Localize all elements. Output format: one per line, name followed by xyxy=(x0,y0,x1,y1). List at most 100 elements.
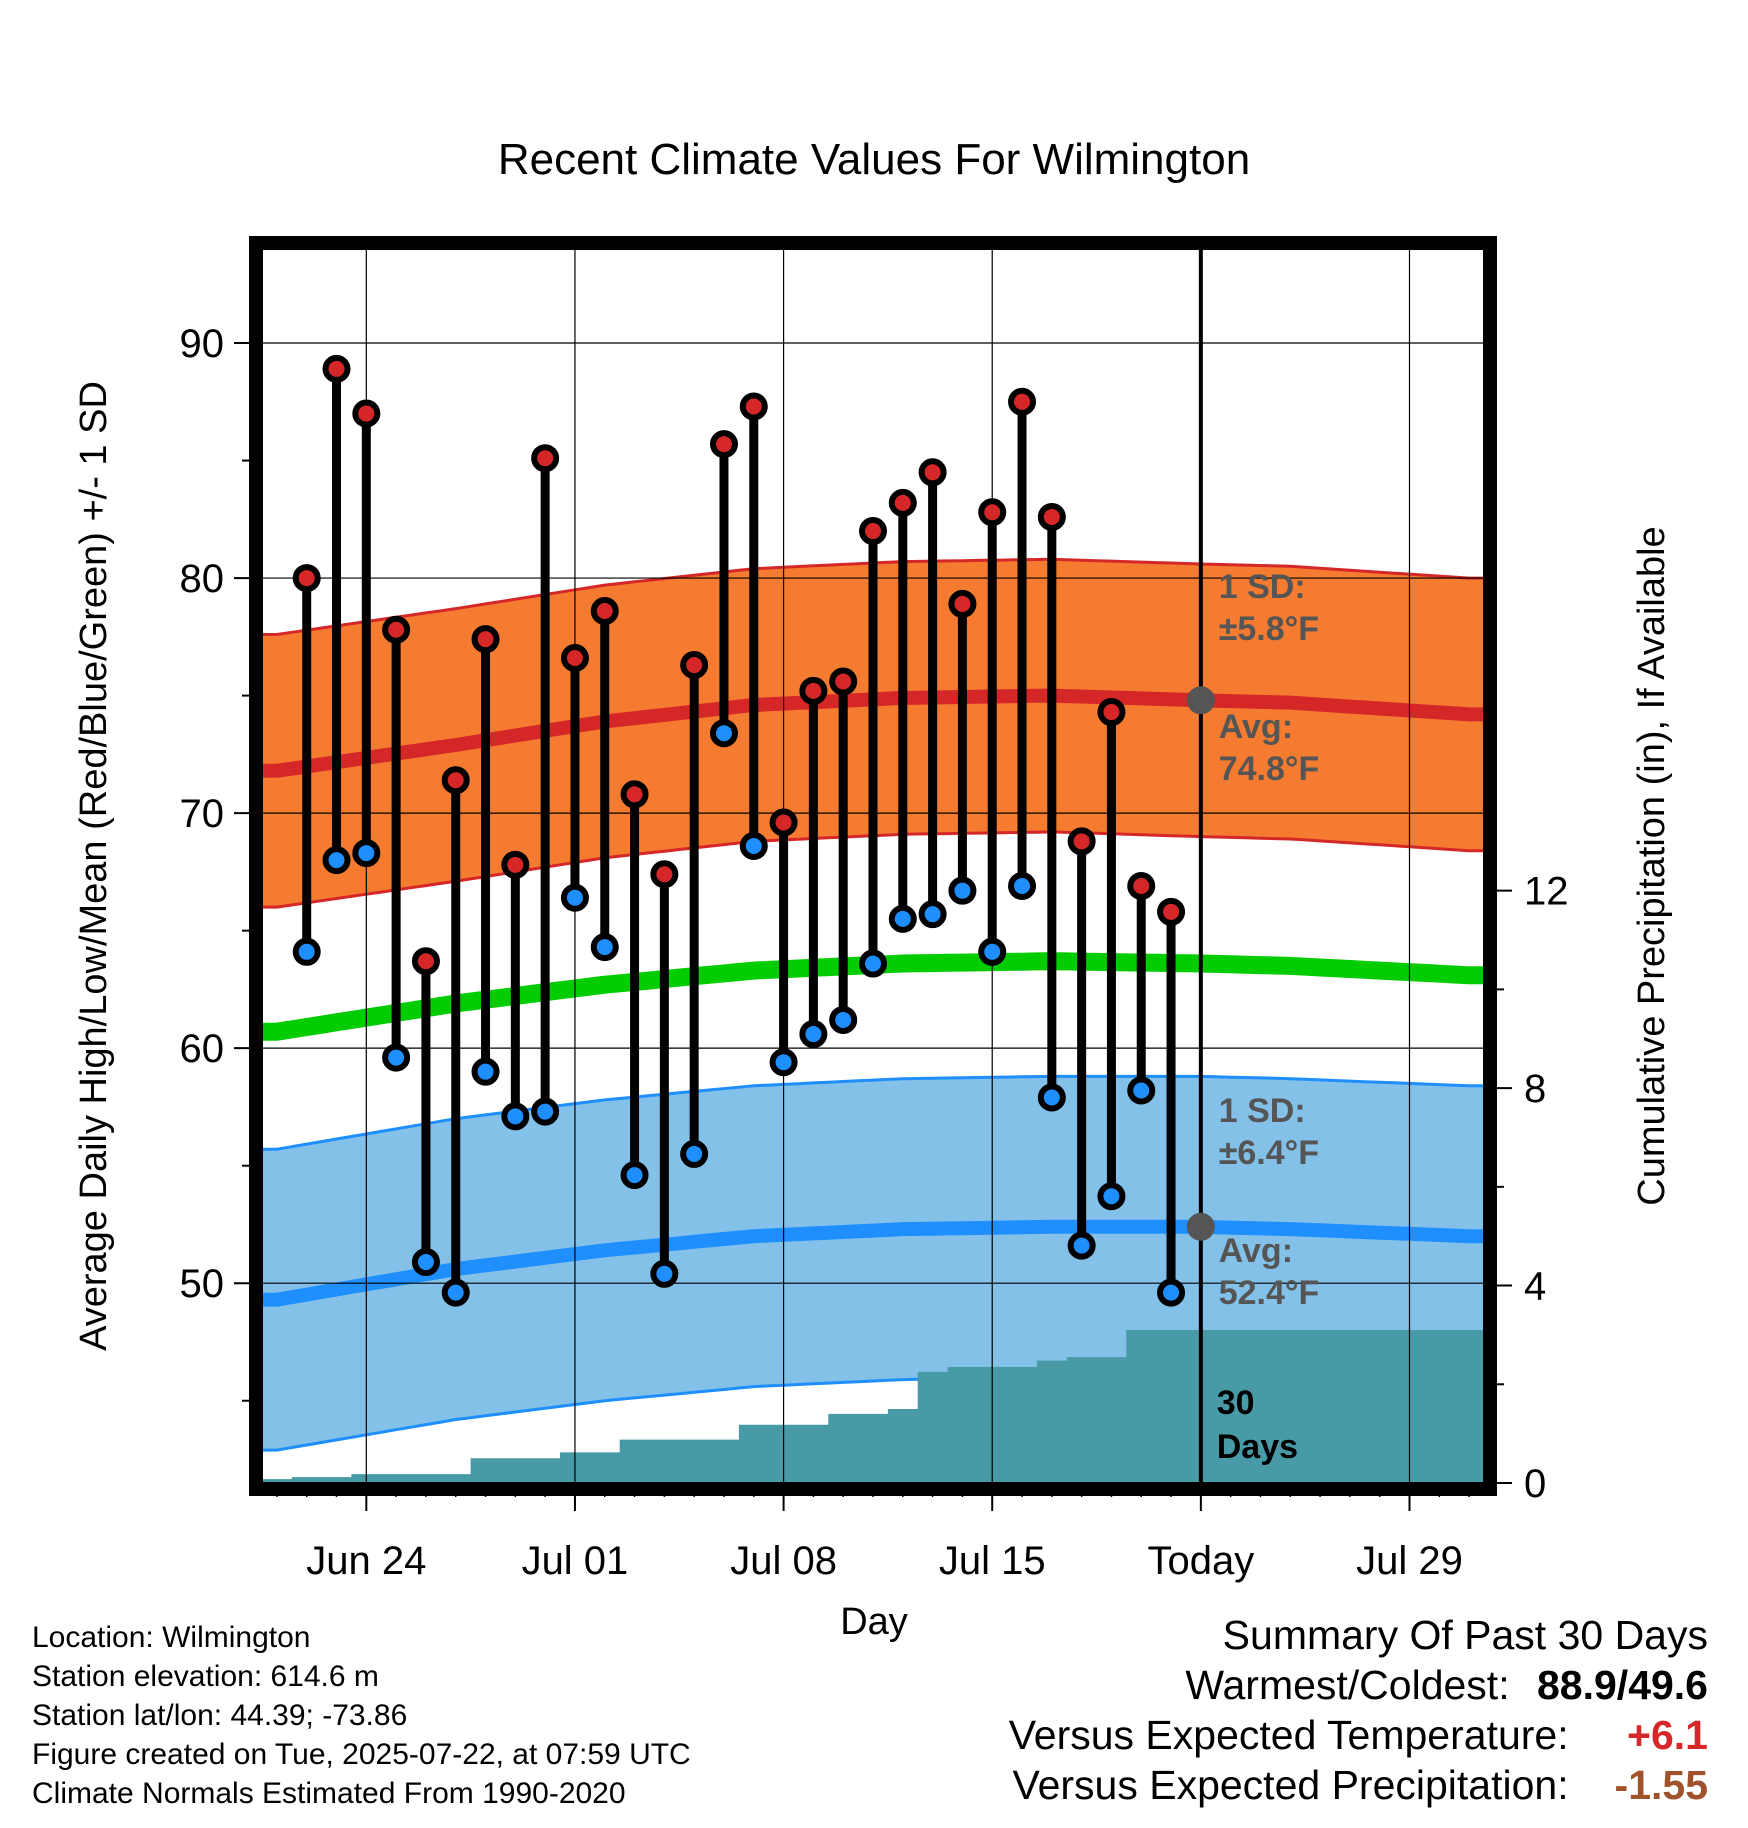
axes: 50 60 70 80 90 0 4 8 12 Jun 24 Jul 01 Jul 08 Jul 15 T… xyxy=(73,236,1673,1643)
daily-high-point xyxy=(1067,827,1096,856)
y2-tick-label: 4 xyxy=(1524,1265,1546,1309)
summary-warm-cold: Warmest/Coldest: 88.9/49.6 xyxy=(1009,1660,1708,1710)
warm-cold-value: 88.9/49.6 xyxy=(1537,1662,1708,1708)
daily-low-point xyxy=(441,1278,470,1307)
daily-high-point xyxy=(411,947,440,976)
daily-high-point xyxy=(1127,871,1156,900)
daily-low-point xyxy=(829,1005,858,1034)
high-avg-value: 74.8°F xyxy=(1219,750,1320,788)
y-tick-label: 90 xyxy=(180,322,225,366)
high-sd-label: 1 SD: xyxy=(1219,568,1306,606)
plot-content xyxy=(262,249,1484,1483)
daily-high-point xyxy=(829,667,858,696)
daily-high-point xyxy=(650,860,679,889)
daily-low-point xyxy=(1127,1076,1156,1105)
low-avg-value: 52.4°F xyxy=(1219,1274,1320,1312)
daily-high-point xyxy=(292,564,321,593)
daily-low-point xyxy=(352,839,381,868)
daily-low-point xyxy=(680,1139,709,1168)
daily-low-point xyxy=(292,937,321,966)
y-tick-label: 50 xyxy=(180,1262,225,1306)
y2-tick-label: 8 xyxy=(1524,1067,1546,1111)
daily-high-point xyxy=(501,850,530,879)
daily-high-point xyxy=(590,596,619,625)
daily-high-point xyxy=(1008,387,1037,416)
daily-high-point xyxy=(888,488,917,517)
daily-low-point xyxy=(560,883,589,912)
daily-high-point xyxy=(560,643,589,672)
daily-low-point xyxy=(739,832,768,861)
daily-high-point xyxy=(709,430,738,459)
warm-cold-label: Warmest/Coldest: xyxy=(1185,1662,1510,1708)
daily-high-point xyxy=(859,517,887,546)
daily-low-point xyxy=(411,1248,440,1277)
daily-high-point xyxy=(1157,897,1186,926)
daily-low-point xyxy=(918,900,947,929)
y-tick-label: 70 xyxy=(180,792,225,836)
y2-axis-title: Cumulative Precipitation (in), If Availa… xyxy=(1631,526,1673,1205)
window-count-label: 30 xyxy=(1217,1384,1255,1422)
x-axis-title: Day xyxy=(840,1601,908,1643)
daily-low-point xyxy=(1037,1083,1066,1112)
daily-low-point xyxy=(859,949,887,978)
daily-high-point xyxy=(1037,502,1066,531)
daily-low-point xyxy=(769,1048,798,1077)
daily-high-point xyxy=(978,498,1007,527)
temp-label: Versus Expected Temperature: xyxy=(1008,1712,1569,1758)
daily-low-point xyxy=(948,876,977,905)
summary-precipitation: Versus Expected Precipitation: -1.55 xyxy=(1009,1760,1709,1810)
low-sd-label: 1 SD: xyxy=(1219,1092,1306,1130)
summary-title: Summary Of Past 30 Days xyxy=(1222,1612,1708,1658)
y-tick-label: 80 xyxy=(180,557,225,601)
today-high-normal-marker xyxy=(1186,686,1215,715)
summary-panel: Summary Of Past 30 Days Warmest/Coldest:… xyxy=(1009,1610,1708,1810)
y-tick-label: 60 xyxy=(180,1027,225,1071)
precip-label: Versus Expected Precipitation: xyxy=(1012,1762,1569,1808)
daily-high-point xyxy=(769,808,798,837)
normals-text: Climate Normals Estimated From 1990-2020 xyxy=(32,1777,626,1810)
daily-high-point xyxy=(352,399,381,428)
temp-value: +6.1 xyxy=(1627,1712,1708,1758)
elevation-text: Station elevation: 614.6 m xyxy=(32,1660,379,1693)
daily-high-point xyxy=(739,392,768,421)
daily-high-point xyxy=(799,676,828,705)
low-band-upper-edge xyxy=(262,1074,1484,1151)
cumulative-precip-area xyxy=(262,1330,1484,1483)
daily-low-point xyxy=(1157,1278,1186,1307)
x-tick-label: Jul 08 xyxy=(730,1539,837,1583)
high-avg-label: Avg: xyxy=(1219,708,1293,746)
daily-low-point xyxy=(501,1102,530,1131)
x-tick-label: Jul 15 xyxy=(939,1539,1046,1583)
daily-high-point xyxy=(620,780,649,809)
daily-high-point xyxy=(1097,698,1126,727)
daily-low-point xyxy=(1067,1231,1096,1260)
daily-high-point xyxy=(322,354,351,383)
station-info: Location: Wilmington Station elevation: … xyxy=(32,1618,691,1813)
daily-low-point xyxy=(471,1057,500,1086)
low-sd-value: ±6.4°F xyxy=(1219,1134,1319,1172)
high-sd-value: ±5.8°F xyxy=(1219,610,1319,648)
daily-low-point xyxy=(1097,1182,1126,1211)
daily-low-point xyxy=(709,719,738,748)
x-tick-label: Jul 29 xyxy=(1356,1539,1463,1583)
avg-low-line xyxy=(262,1219,1484,1307)
summary-temperature: Versus Expected Temperature: +6.1 xyxy=(1009,1710,1708,1760)
daily-high-point xyxy=(948,589,977,618)
y2-tick-label: 12 xyxy=(1524,870,1569,914)
today-low-normal-marker xyxy=(1186,1212,1215,1241)
daily-high-point xyxy=(441,766,470,795)
daily-low-point xyxy=(888,904,917,933)
daily-low-point xyxy=(799,1020,828,1049)
daily-high-point xyxy=(680,651,709,680)
daily-low-point xyxy=(382,1043,411,1072)
daily-low-point xyxy=(590,933,619,962)
window-unit-label: Days xyxy=(1217,1428,1298,1466)
chart-title: Recent Climate Values For Wilmington xyxy=(498,135,1250,184)
daily-high-point xyxy=(531,444,560,473)
x-tick-label: Jul 01 xyxy=(522,1539,629,1583)
daily-high-point xyxy=(471,625,500,654)
low-avg-label: Avg: xyxy=(1219,1232,1293,1270)
precip-value: -1.55 xyxy=(1614,1762,1708,1808)
daily-low-point xyxy=(978,937,1007,966)
